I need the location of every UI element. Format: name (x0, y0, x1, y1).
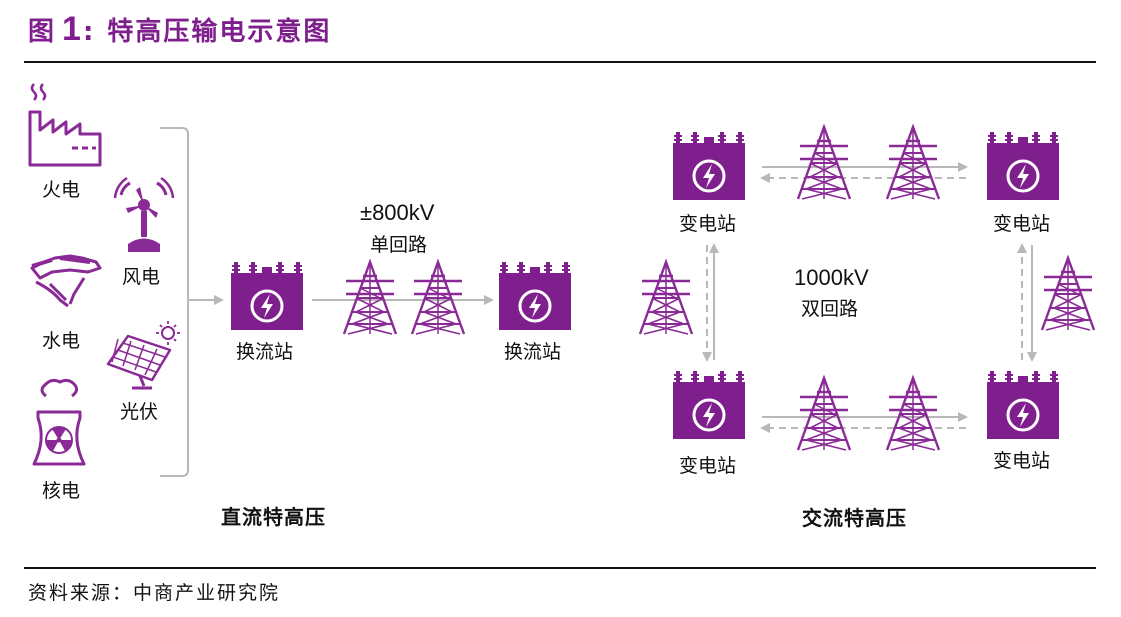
figure-prefix: 图 (28, 17, 55, 47)
ac-bottom-tower-2-icon (885, 376, 941, 452)
ac-voltage-label: 1000kV (794, 265, 869, 290)
dc-circuit-label: 单回路 (370, 234, 428, 256)
ac-station-tl-icon (671, 130, 747, 202)
dc-caption: 直流特高压 (221, 505, 326, 529)
ac-top-tower-1-icon (796, 125, 852, 201)
hydro-dam-icon (30, 254, 102, 308)
ac-station-tr-icon (985, 130, 1061, 202)
label-hydro: 水电 (42, 330, 81, 352)
ac-station-tr-label: 变电站 (993, 213, 1051, 235)
dc-tower-2-icon (410, 260, 466, 336)
dc-tower-1-icon (342, 260, 398, 336)
figure-colon: : (82, 17, 94, 47)
ac-top-tower-2-icon (885, 125, 941, 201)
ac-caption: 交流特高压 (802, 506, 907, 530)
bottom-rule (24, 567, 1096, 569)
ac-right-tower-icon (1040, 256, 1096, 332)
solar-panel-icon (106, 321, 180, 390)
ac-left-tower-icon (638, 260, 694, 336)
dc-station-left-label: 换流站 (236, 341, 294, 363)
label-nuclear: 核电 (42, 480, 81, 502)
label-solar: 光伏 (120, 401, 159, 423)
dc-station-right-label: 换流站 (504, 341, 562, 363)
figure-title: 图 1 : 特高压输电示意图 (28, 10, 331, 54)
ac-station-bl-label: 变电站 (679, 455, 737, 477)
source-note: 资料来源：中商产业研究院 (28, 582, 281, 604)
ac-bottom-tower-1-icon (796, 376, 852, 452)
label-wind: 风电 (122, 266, 161, 288)
label-thermal: 火电 (42, 179, 81, 201)
figure-title-text: 特高压输电示意图 (107, 17, 332, 47)
ac-circuit-label: 双回路 (801, 298, 859, 320)
dc-voltage-label: ±800kV (360, 200, 435, 225)
ac-station-bl-icon (671, 369, 747, 441)
wind-turbine-icon (113, 176, 175, 252)
ac-station-tl-label: 变电站 (679, 213, 737, 235)
figure-number: 1 (62, 10, 81, 48)
ac-station-br-icon (985, 369, 1061, 441)
dc-station-right-icon (497, 260, 573, 332)
ac-station-br-label: 变电站 (993, 450, 1051, 472)
sources-bracket (160, 127, 189, 477)
dc-station-left-icon (229, 260, 305, 332)
top-rule (24, 61, 1096, 63)
factory-icon (28, 83, 102, 167)
nuclear-plant-icon (32, 378, 86, 466)
